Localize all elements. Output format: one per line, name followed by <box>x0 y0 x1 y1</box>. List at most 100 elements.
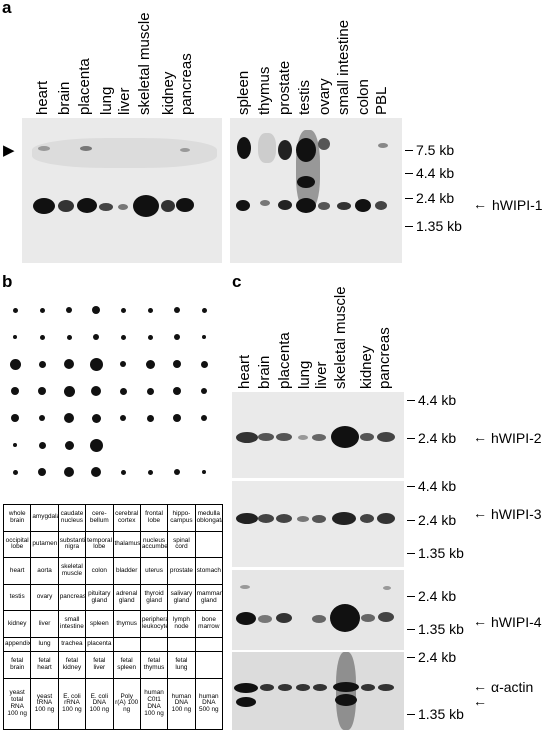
northern-blot-right <box>230 118 402 263</box>
dot-spot <box>13 443 17 447</box>
marker-c-3-0: 2.4 kb <box>418 649 457 665</box>
dot-spot <box>200 360 208 368</box>
marker-c-2-0: 2.4 kb <box>418 588 457 604</box>
map-cell: yeast total RNA 100 ng <box>2 677 32 730</box>
map-cell: thyroid gland <box>139 583 169 612</box>
dot-spot <box>64 359 74 369</box>
panel-letter-c: c <box>232 272 242 291</box>
map-cell: frontal lobe <box>139 504 169 532</box>
dot-spot <box>173 360 181 368</box>
dot-spot <box>173 414 181 422</box>
lane-label-c-4: liver <box>313 361 330 389</box>
map-row: heart aorta skeletal muscle colon bladder ute… <box>2 557 224 585</box>
map-row: kidney liver small intestine spleen thymus pe… <box>2 610 224 638</box>
map-cell: spleen <box>85 610 114 638</box>
lane-label-a-left-2: placenta <box>76 58 93 115</box>
panel-letter-b: b <box>2 272 13 291</box>
lane-label-a-right-7: PBL <box>373 86 390 115</box>
lane-label-c-6: kidney <box>358 345 375 389</box>
map-cell: hippo-campus <box>167 504 196 532</box>
lane-label-a-right-5: small intestine <box>335 19 352 115</box>
gene-arrow-icon: ← <box>473 429 487 445</box>
map-cell: fetal lung <box>167 651 196 679</box>
dot-spot <box>66 334 72 340</box>
dot-spot <box>12 469 18 475</box>
dot-spot <box>146 414 154 422</box>
lane-label-a-right-6: colon <box>355 79 372 115</box>
dot-spot <box>201 415 207 421</box>
marker-c-2-1: 1.35 kb <box>418 621 464 637</box>
map-cell: temporal lobe <box>85 530 114 559</box>
map-cell <box>167 636 196 653</box>
map-row: appendix lung trachea placenta <box>2 636 224 653</box>
map-cell: testis <box>2 583 32 612</box>
dot-spot <box>89 438 103 452</box>
dot-spot <box>201 307 207 313</box>
map-cell: cerebral cortex <box>112 504 141 532</box>
dot-spot <box>120 307 126 313</box>
map-cell: appendix <box>2 636 32 653</box>
map-cell <box>194 530 224 559</box>
lane-label-c-0: heart <box>236 354 253 389</box>
map-cell: small intestine <box>57 610 87 638</box>
map-cell: aorta <box>30 557 59 585</box>
gene-arrow-icon: ← <box>473 505 487 521</box>
map-cell <box>139 636 169 653</box>
lane-label-c-5: skeletal muscle <box>332 286 349 389</box>
dot-spot <box>120 469 126 475</box>
map-cell: fetal heart <box>30 651 59 679</box>
map-cell: medulla oblongata <box>194 504 224 532</box>
map-cell: stomach <box>194 557 224 585</box>
panel-letter-a: a <box>2 0 12 17</box>
lane-label-c-3: lung <box>296 360 313 389</box>
marker-c-3-1: 1.35 kb <box>418 706 464 722</box>
dot-spot <box>93 334 99 340</box>
dot-spot <box>202 470 206 474</box>
map-cell: spinal cord <box>167 530 196 559</box>
dot-spot <box>120 415 126 421</box>
marker-1-35kb: 1.35 kb <box>416 218 462 234</box>
map-cell <box>112 636 141 653</box>
marker-c-1-0: 4.4 kb <box>418 478 457 494</box>
lane-label-a-left-0: heart <box>34 80 51 115</box>
map-cell: ovary <box>30 583 59 612</box>
dot-spot <box>146 387 154 395</box>
map-cell: trachea <box>57 636 87 653</box>
northern-blot-left <box>22 118 222 263</box>
map-cell: Poly r(A) 100 ng <box>112 677 141 730</box>
dot-spot <box>91 386 101 396</box>
dot-spot <box>38 441 46 449</box>
lane-label-c-7: pancreas <box>376 327 393 389</box>
lane-label-a-right-1: thymus <box>256 66 273 115</box>
dot-spot <box>39 334 45 340</box>
lane-label-c-1: brain <box>256 355 273 389</box>
dot-spot <box>64 440 74 450</box>
map-cell: kidney <box>2 610 32 638</box>
map-cell: yeast tRNA 100 ng <box>30 677 59 730</box>
gene-label-c-1: hWIPI-3 <box>491 506 542 522</box>
dot-spot <box>66 307 72 313</box>
gene-arrow-icon: ← <box>473 613 487 629</box>
dot-spot <box>91 467 101 477</box>
lane-label-c-2: placenta <box>276 332 293 389</box>
dot-spot <box>38 360 46 368</box>
map-cell: fetal spleen <box>112 651 141 679</box>
map-cell: amygdala <box>30 504 59 532</box>
map-row: fetal brain fetal heart fetal kidney fetal … <box>2 651 224 679</box>
dot-spot <box>120 361 126 367</box>
dot-spot <box>39 415 45 421</box>
map-cell: fetal kidney <box>57 651 87 679</box>
marker-c-1-2: 1.35 kb <box>418 545 464 561</box>
map-row: whole brain amygdala caudate nucleus cere-b… <box>2 504 224 532</box>
northern-blot-hwipi-3 <box>232 481 404 567</box>
dot-spot <box>174 334 180 340</box>
map-cell: E. coli DNA 100 ng <box>85 677 114 730</box>
lane-label-a-left-7: pancreas <box>178 53 195 115</box>
map-row: occipital lobeputamensubstantia nigratem… <box>2 530 224 559</box>
marker-4-4kb: 4.4 kb <box>416 165 455 181</box>
dot-spot <box>147 469 153 475</box>
gene-arrow-icon: ← <box>473 678 487 694</box>
dot-spot <box>145 359 155 369</box>
map-cell: pancreas <box>57 583 87 612</box>
map-cell: thymus <box>112 610 141 638</box>
